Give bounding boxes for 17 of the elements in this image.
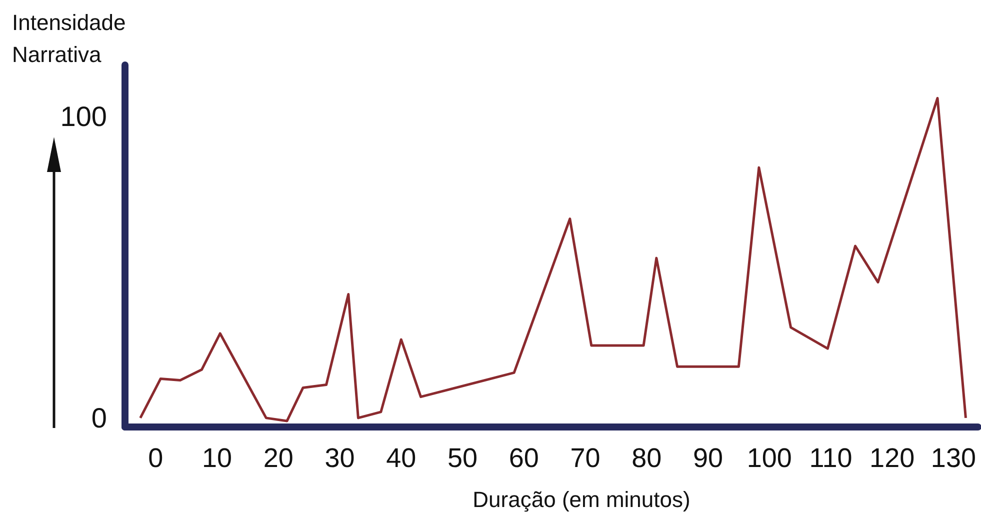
y-axis-title: Intensidade Narrativa <box>12 10 126 67</box>
x-tick-label: 130 <box>930 443 976 473</box>
x-tick-label: 120 <box>870 443 915 473</box>
x-tick-label: 0 <box>148 443 164 473</box>
x-tick-label: 110 <box>809 443 852 473</box>
x-tick-label: 70 <box>570 443 600 473</box>
x-tick-label: 40 <box>386 443 416 473</box>
x-tick-label: 100 <box>746 443 792 473</box>
x-tick-label: 10 <box>202 443 232 473</box>
x-axis-title: Duração (em minutos) <box>472 487 690 512</box>
line-series <box>139 96 967 422</box>
x-tick-label: 80 <box>632 443 662 473</box>
x-tick-label: 20 <box>263 443 294 473</box>
x-tick-label: 30 <box>324 443 355 473</box>
x-tick-label: 50 <box>447 443 478 473</box>
x-tick-label: 60 <box>508 443 539 473</box>
x-tick-label: 90 <box>692 443 724 473</box>
